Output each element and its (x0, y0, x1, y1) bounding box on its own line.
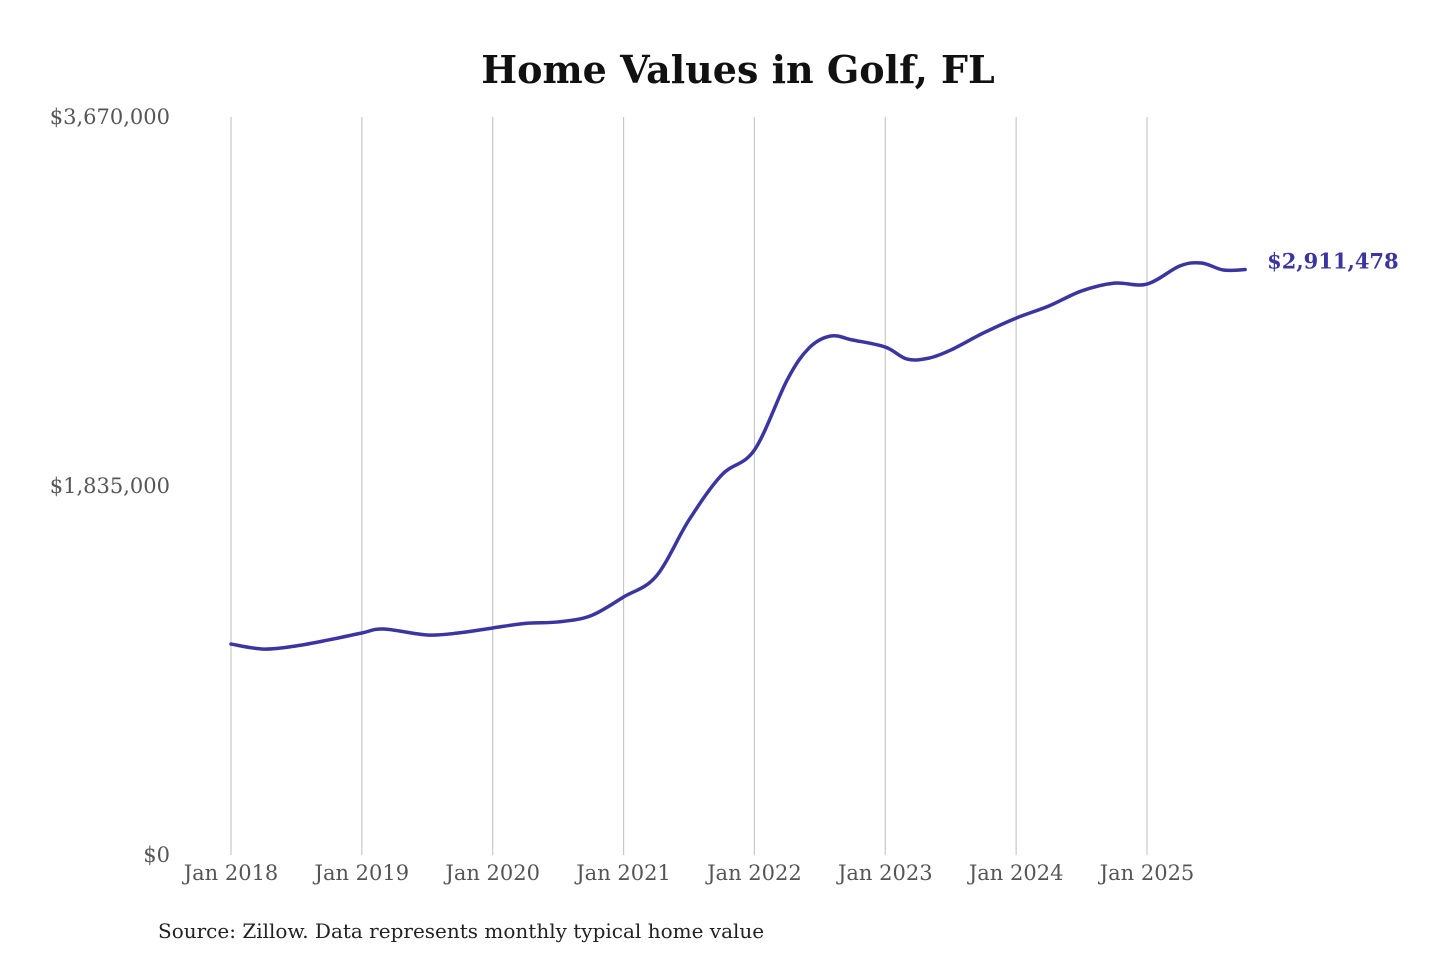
x-tick-label: Jan 2021 (574, 861, 671, 885)
x-tick-label: Jan 2022 (705, 861, 802, 885)
x-tick-label: Jan 2024 (967, 861, 1064, 885)
chart-title: Home Values in Golf, FL (481, 47, 995, 92)
y-tick-label: $1,835,000 (50, 474, 170, 498)
end-value-label: $2,911,478 (1267, 249, 1399, 274)
x-tick-label: Jan 2025 (1098, 861, 1195, 885)
x-tick-label: Jan 2019 (313, 861, 410, 885)
x-axis: Jan 2018 Jan 2019 Jan 2020 Jan 2021 Jan 2022… (182, 861, 1195, 885)
series-line (229, 260, 1247, 651)
grid-lines (230, 117, 1148, 855)
y-axis: $0 $1,835,000 $3,670,000 (50, 105, 170, 867)
x-tick-label: Jan 2018 (182, 861, 279, 885)
y-tick-label: $0 (143, 843, 170, 867)
x-tick-label: Jan 2020 (443, 861, 540, 885)
y-tick-label: $3,670,000 (50, 105, 170, 129)
x-tick-label: Jan 2023 (836, 861, 933, 885)
source-note: Source: Zillow. Data represents monthly … (158, 919, 764, 943)
